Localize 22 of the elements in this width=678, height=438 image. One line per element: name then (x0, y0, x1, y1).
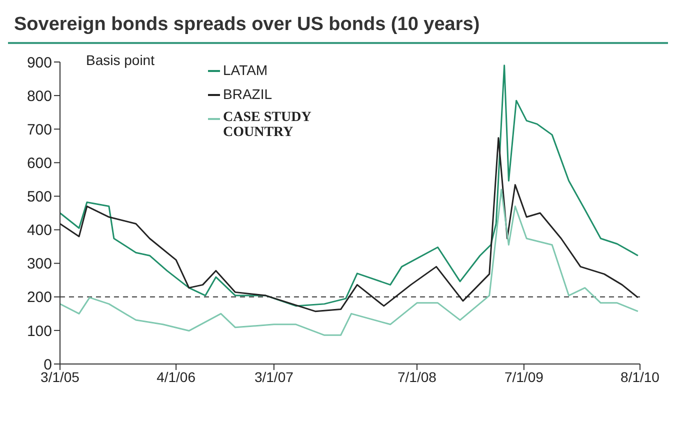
legend-label: CASE STUDY COUNTRY (223, 110, 312, 140)
x-tick-label: 4/1/06 (156, 368, 196, 385)
y-tick-label: 100 (26, 322, 52, 340)
y-tick-label: 800 (26, 88, 52, 105)
y-tick-label: 700 (26, 121, 52, 138)
x-tick-label: 3/1/07 (254, 368, 294, 385)
y-tick-label: 500 (26, 188, 52, 206)
x-tick-label: 7/1/08 (398, 368, 437, 385)
legend-label: BRAZIL (223, 86, 272, 102)
chart-title: Sovereign bonds spreads over US bonds (10 years) (13, 13, 481, 37)
x-tick-label: 8/1/10 (620, 368, 660, 385)
y-tick-label: 600 (26, 154, 52, 172)
legend-label: LATAM (223, 62, 268, 78)
x-tick-label: 7/1/09 (504, 368, 544, 385)
y-tick-label: 900 (26, 54, 52, 72)
x-tick-label: 3/1/05 (40, 368, 80, 385)
y-tick-label: 200 (26, 289, 52, 306)
y-axis-title: Basis point (86, 52, 154, 68)
line-series (60, 137, 639, 312)
y-tick-label: 300 (26, 256, 52, 273)
line-series (60, 188, 639, 336)
y-tick-label: 400 (26, 222, 52, 240)
